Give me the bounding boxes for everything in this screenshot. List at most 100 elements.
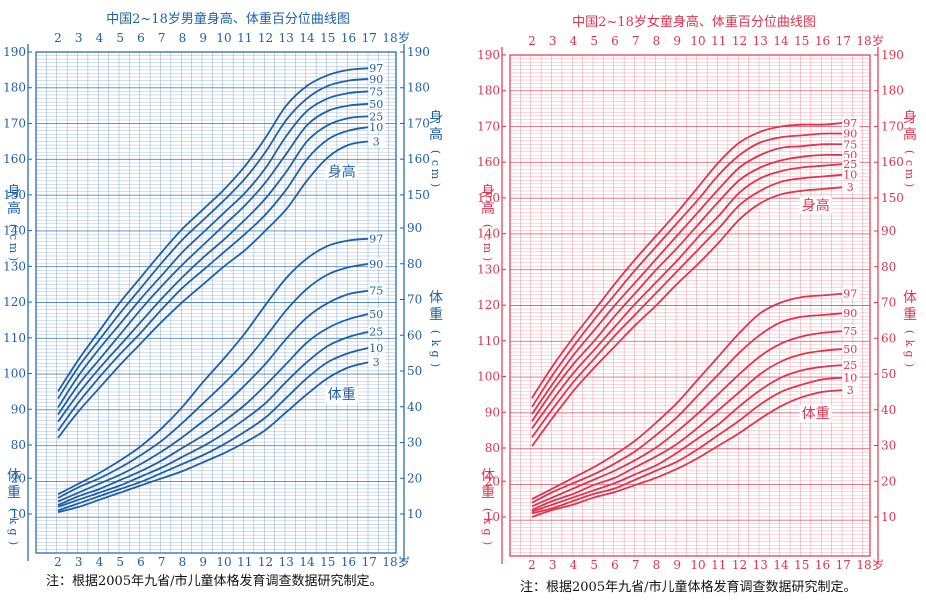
percentile-label-bg bbox=[368, 135, 386, 147]
percentile-label-p25: 25 bbox=[369, 110, 383, 123]
height-curve-tag: 身高 bbox=[802, 197, 830, 214]
weight-axis-title-right-unit-char: k bbox=[903, 340, 916, 347]
percentile-label-p50: 50 bbox=[843, 343, 857, 356]
x-tick-label-bottom: 18 bbox=[382, 555, 397, 569]
weight-axis-title-right-unit-char: k bbox=[429, 340, 442, 347]
weight-tick-label-right: 60 bbox=[881, 331, 896, 345]
x-tick-label-top: 12 bbox=[258, 31, 273, 45]
percentile-curve-p3 bbox=[57, 361, 370, 514]
height-tick-label-left: 170 bbox=[3, 116, 26, 130]
weight-tick-label-right: 60 bbox=[407, 328, 422, 342]
height-tick-label-left: 110 bbox=[477, 334, 500, 348]
x-tick-label-bottom: 6 bbox=[137, 555, 145, 569]
percentile-curve-p10 bbox=[57, 346, 370, 512]
weight-tick-label-left: 10 bbox=[485, 510, 500, 524]
weight-axis-title-right-unit-char: g bbox=[903, 350, 916, 357]
x-tick-label-bottom: 12 bbox=[258, 555, 273, 569]
x-tick-label-top: 14 bbox=[299, 31, 315, 45]
x-tick-label-bottom: 2 bbox=[528, 558, 536, 572]
x-tick-label-bottom: 9 bbox=[199, 555, 207, 569]
chart-title: 中国2~18岁男童身高、体重百分位曲线图 bbox=[106, 11, 350, 27]
weight-axis-title-right-unit-char: ( bbox=[429, 330, 442, 334]
x-tick-label-top: 17 bbox=[362, 31, 377, 45]
x-tick-label-top: 13 bbox=[753, 34, 768, 48]
x-tick-label-bottom: 17 bbox=[836, 558, 851, 572]
percentile-label-bg bbox=[842, 138, 860, 150]
height-axis-title-right-unit-char: ( bbox=[903, 150, 916, 154]
x-tick-label-top: 3 bbox=[75, 31, 83, 45]
x-tick-label-top: 11 bbox=[711, 34, 726, 48]
percentile-label-p10: 10 bbox=[369, 121, 383, 134]
weight-tick-label-right: 30 bbox=[407, 436, 422, 450]
height-tick-label-right: 190 bbox=[407, 45, 430, 59]
percentile-label-p75: 75 bbox=[843, 325, 857, 338]
percentile-label-bg bbox=[842, 307, 860, 319]
x-tick-label-top: 13 bbox=[279, 31, 294, 45]
percentile-label-bg bbox=[368, 97, 386, 109]
height-tick-label-left: 180 bbox=[3, 81, 26, 95]
x-tick-label-top: 14 bbox=[773, 34, 789, 48]
girls-chart-footnote: 注：根据2005年九省/市儿童体格发育调查数据研究制定。 bbox=[520, 580, 857, 595]
height-tick-label-right: 160 bbox=[407, 152, 430, 166]
height-axis-title-right-unit-char: ( bbox=[429, 150, 442, 154]
weight-tick-label-right: 70 bbox=[407, 293, 422, 307]
x-tick-label-top: 5 bbox=[116, 31, 124, 45]
x-tick-label-bottom: 12 bbox=[732, 558, 747, 572]
weight-tick-label-right: 70 bbox=[881, 296, 896, 310]
height-tick-label-left: 140 bbox=[3, 224, 26, 238]
height-axis-title-left-unit-char: m bbox=[481, 243, 494, 254]
height-tag-bg bbox=[325, 163, 358, 181]
x-tick-label-bottom: 5 bbox=[116, 555, 124, 569]
x-tick-label-bottom: 9 bbox=[673, 558, 681, 572]
x-tick-label-top: 4 bbox=[96, 31, 104, 45]
percentile-curve-p25 bbox=[57, 330, 370, 508]
x-tick-label-top: 17 bbox=[836, 34, 851, 48]
percentile-curve-p3 bbox=[531, 389, 844, 518]
weight-axis-title-right-char: 重 bbox=[903, 307, 917, 323]
height-tick-label-right: 180 bbox=[881, 84, 904, 98]
percentile-curve-p50 bbox=[531, 348, 844, 511]
height-tick-label-left: 120 bbox=[477, 298, 500, 312]
percentile-label-p50: 50 bbox=[369, 308, 383, 321]
x-tick-label-bottom: 8 bbox=[179, 555, 187, 569]
percentile-label-bg bbox=[368, 232, 386, 244]
weight-tick-label-left: 20 bbox=[485, 474, 500, 488]
x-tick-label-bottom: 10 bbox=[690, 558, 705, 572]
height-axis-title-right-unit-char: c bbox=[429, 160, 442, 166]
weight-tick-label-right: 10 bbox=[407, 507, 422, 521]
x-tick-label-bottom: 17 bbox=[362, 555, 377, 569]
weight-tag-bg bbox=[325, 386, 358, 404]
percentile-label-p97: 97 bbox=[843, 288, 857, 301]
percentile-label-bg bbox=[368, 110, 386, 122]
x-tick-label-top: 16 bbox=[341, 31, 356, 45]
percentile-label-p10: 10 bbox=[843, 372, 857, 385]
height-tick-label-left: 90 bbox=[485, 405, 500, 419]
percentile-curve-p25 bbox=[531, 163, 844, 429]
percentile-label-p3: 3 bbox=[847, 181, 854, 194]
percentile-label-p10: 10 bbox=[843, 169, 857, 182]
percentile-label-bg bbox=[368, 356, 386, 368]
percentile-label-bg bbox=[368, 72, 386, 84]
percentile-curve-p97 bbox=[531, 122, 844, 399]
percentile-curve-p10 bbox=[57, 126, 370, 432]
height-axis-title-right-char: 高 bbox=[429, 126, 443, 143]
weight-axis-title-left-unit-char: k bbox=[481, 518, 494, 525]
height-axis-title-left-unit-char: c bbox=[7, 234, 20, 240]
chart-title: 中国2~18岁女童身高、体重百分位曲线图 bbox=[572, 14, 816, 30]
percentile-label-bg bbox=[368, 284, 386, 296]
percentile-curve-p90 bbox=[531, 132, 844, 408]
percentile-label-bg bbox=[842, 384, 860, 396]
weight-axis-title-left-unit-char: k bbox=[7, 518, 20, 525]
height-axis-title-left-char: 高 bbox=[481, 200, 495, 217]
percentile-label-p75: 75 bbox=[843, 138, 857, 151]
x-tick-label-top: 11 bbox=[237, 31, 252, 45]
x-tick-label-bottom: 5 bbox=[590, 558, 598, 572]
weight-axis-title-left-unit-char: g bbox=[7, 528, 20, 535]
x-tick-label-top: 6 bbox=[137, 31, 145, 45]
height-tick-label-right: 150 bbox=[881, 191, 904, 205]
height-tick-label-left: 190 bbox=[3, 45, 26, 59]
x-tick-label-bottom: 14 bbox=[773, 558, 789, 572]
weight-axis-title-right-unit-char: g bbox=[429, 350, 442, 357]
percentile-label-p90: 90 bbox=[369, 73, 383, 86]
weight-tick-label-right: 80 bbox=[881, 260, 896, 274]
